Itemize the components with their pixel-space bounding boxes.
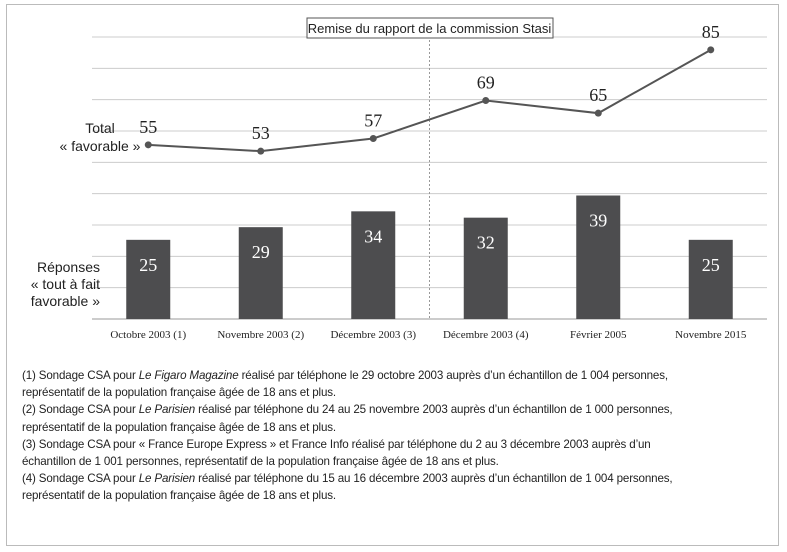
line-value-label: 55 [139,117,157,137]
line-value-label: 69 [477,73,495,93]
x-tick-label: Décembre 2003 (4) [443,329,529,341]
bar-label: « tout à fait [31,276,100,292]
bar [463,217,508,319]
x-tick-label: Novembre 2003 (2) [217,329,304,341]
line-point [257,147,265,155]
note-text: réalisé par téléphone du 15 au 16 décemb… [195,472,673,486]
bar-value-label: 34 [364,226,382,246]
bar-value-label: 25 [702,255,720,275]
line-point [369,135,377,142]
note-italic: Le Parisien [138,472,196,486]
note-text: réalisé par téléphone le 29 octobre 2003… [238,369,669,382]
note-line: représentatif de la population française… [22,386,336,400]
bar [351,211,396,319]
note-text: (4) Sondage CSA pour [22,472,139,486]
x-tick-label: Octobre 2003 (1) [110,329,186,341]
bar-value-label: 25 [139,255,157,275]
note-text: (2) Sondage CSA pour [22,403,139,417]
bar-label: Réponses [37,259,100,275]
note-text: réalisé par téléphone du 24 au 25 novemb… [195,403,673,417]
line-value-label: 85 [702,22,720,42]
bar [126,239,171,319]
bar [688,239,733,319]
notes: (1) Sondage CSA pour Le Figaro Magazine … [22,367,673,505]
line-point [482,97,490,104]
bar-value-label: 39 [589,211,607,231]
line-value-label: 53 [252,123,270,143]
bar [238,227,283,319]
note-line: (3) Sondage CSA pour « France Europe Exp… [22,436,672,453]
line-value-label: 65 [589,85,607,105]
note-text: (1) Sondage CSA pour [22,369,139,382]
chart: Remise du rapport de la commission Stasi… [31,17,767,341]
x-tick-label: Février 2005 [570,329,627,341]
frame [6,4,779,546]
annotation: Remise du rapport de la commission Stasi [308,21,552,36]
note-line: représentatif de la population française… [22,420,336,434]
bar-value-label: 29 [252,242,270,262]
note-line: (2) Sondage CSA pour Le Parisien réalisé… [22,401,673,418]
line-point [594,109,602,117]
note-line: (4) Sondage CSA pour Le Parisien réalisé… [22,470,673,487]
x-tick-label: Décembre 2003 (3) [330,329,416,341]
line-point [144,141,152,149]
bar-label: favorable » [31,293,100,309]
note-line: représentatif de la population française… [22,489,336,503]
x-tick-label: Novembre 2015 [675,329,747,341]
bar [576,195,621,319]
annotation-box [306,17,554,39]
bar-value-label: 32 [477,233,495,253]
note-italic: Le Parisien [138,403,196,417]
line-point [707,46,715,54]
line-value-label: 57 [364,111,382,131]
line-label: « favorable » [60,138,141,154]
note-text: (3) Sondage CSA pour « France Europe Exp… [22,437,651,451]
note-line: (1) Sondage CSA pour Le Figaro Magazine … [22,367,672,384]
line [148,48,712,153]
note-italic: Le Figaro Magazine [138,369,239,382]
line-label: Total [85,120,115,136]
note-line: échantillon de 1 001 personnes, représen… [22,455,499,469]
